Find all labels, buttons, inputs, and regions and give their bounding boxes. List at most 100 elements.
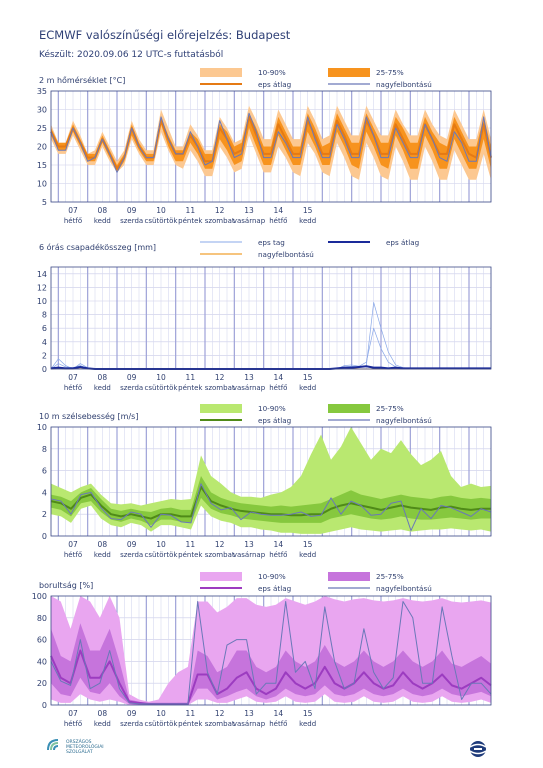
day-number-label: 09 [127, 206, 137, 215]
legend-label-inner: 25-75% [376, 68, 404, 77]
legend-label-inner: 25-75% [376, 572, 404, 581]
day-name-label: hétfő [64, 550, 82, 559]
y-tick-label: 100 [32, 592, 47, 601]
day-number-label: 14 [274, 373, 284, 382]
day-number-label: 08 [98, 373, 108, 382]
day-number-label: 09 [127, 373, 137, 382]
day-name-label: kedd [94, 720, 111, 728]
y-tick-label: 8 [42, 311, 47, 320]
plot-frame [50, 595, 492, 706]
day-number-label: 08 [98, 206, 108, 215]
day-name-label: kedd [299, 720, 316, 728]
day-name-label: hétfő [269, 719, 287, 728]
day-number-label: 13 [244, 540, 254, 549]
day-name-label: hétfő [269, 216, 287, 225]
legend-label-mean: eps átlag [258, 416, 291, 425]
panel-title: 6 órás csapadékösszeg [mm] [39, 242, 156, 252]
y-tick-label: 0 [42, 701, 47, 710]
plot-frame [50, 90, 492, 203]
legend-swatch-outer [200, 572, 242, 581]
series-hires [50, 483, 492, 532]
day-name-label: vasárnap [233, 384, 266, 392]
day-number-label: 11 [186, 709, 196, 718]
y-tick-label: 80 [37, 614, 47, 623]
y-tick-label: 35 [37, 87, 47, 96]
day-number-label: 11 [186, 373, 196, 382]
day-name-label: csütörtök [145, 217, 179, 225]
met-service-logo-icon [47, 739, 59, 751]
day-name-label: vasárnap [233, 720, 266, 728]
panel-title: 2 m hőmérséklet [°C] [39, 75, 125, 85]
day-name-label: hétfő [269, 550, 287, 559]
org-name: ORSZÁGOS METEOROLÓGIAI SZOLGÁLAT [66, 740, 126, 755]
y-tick-label: 12 [37, 283, 47, 292]
day-name-label: kedd [94, 551, 111, 559]
legend-label-mean: eps átlag [258, 80, 291, 89]
legend-label-inner: 25-75% [376, 404, 404, 413]
day-number-label: 15 [303, 709, 313, 718]
day-name-label: szombat [205, 217, 235, 225]
day-number-label: 14 [274, 206, 284, 215]
band-25-75 [51, 476, 491, 526]
y-tick-label: 6 [42, 324, 47, 333]
day-number-label: 14 [274, 709, 284, 718]
ecmwf-logo-icon [469, 741, 487, 757]
plot-frame [50, 426, 492, 537]
panel-title: 10 m szélsebesség [m/s] [39, 411, 138, 421]
day-name-label: csütörtök [145, 720, 179, 728]
day-number-label: 07 [68, 206, 78, 215]
day-number-label: 07 [68, 540, 78, 549]
day-name-label: hétfő [64, 383, 82, 392]
day-number-label: 11 [186, 206, 196, 215]
day-name-label: szerda [120, 551, 143, 559]
legend-label-hires: nagyfelbontású [376, 584, 432, 593]
y-tick-label: 40 [37, 657, 47, 666]
day-name-label: szerda [120, 384, 143, 392]
y-tick-label: 0 [42, 365, 47, 374]
y-tick-label: 20 [37, 143, 47, 152]
day-name-label: péntek [178, 551, 203, 559]
day-number-label: 13 [244, 206, 254, 215]
day-name-label: vasárnap [233, 217, 266, 225]
legend-label-mean: eps átlag [258, 584, 291, 593]
day-name-label: kedd [299, 217, 316, 225]
day-name-label: szombat [205, 720, 235, 728]
page-subtitle: Készült: 2020.09.06 12 UTC-s futtatásból [39, 50, 224, 60]
y-tick-label: 25 [37, 124, 47, 133]
series-hires [50, 600, 492, 705]
day-number-label: 10 [156, 206, 166, 215]
day-name-label: hétfő [64, 719, 82, 728]
day-number-label: 12 [215, 540, 225, 549]
day-number-label: 13 [244, 709, 254, 718]
panel-title: borultság [%] [39, 581, 93, 590]
org-line: ORSZÁGOS [66, 740, 92, 745]
day-name-label: péntek [178, 384, 203, 392]
day-number-label: 08 [98, 540, 108, 549]
y-tick-label: 14 [37, 270, 47, 279]
day-name-label: szombat [205, 551, 235, 559]
y-tick-label: 30 [37, 106, 47, 115]
legend-label-hires: nagyfelbontású [258, 250, 314, 259]
y-tick-label: 15 [37, 161, 47, 170]
legend-swatch-inner [328, 572, 370, 581]
y-tick-label: 10 [37, 180, 47, 189]
day-number-label: 08 [98, 709, 108, 718]
day-number-label: 10 [156, 373, 166, 382]
day-number-label: 12 [215, 709, 225, 718]
legend-swatch-outer [200, 404, 242, 413]
day-name-label: péntek [178, 217, 203, 225]
day-name-label: csütörtök [145, 384, 179, 392]
y-tick-label: 10 [37, 423, 47, 432]
y-tick-label: 60 [37, 636, 47, 645]
day-name-label: szombat [205, 384, 235, 392]
legend-label-outer: 10-90% [258, 68, 286, 77]
legend-label-mean: eps átlag [386, 238, 419, 247]
day-name-label: kedd [299, 551, 316, 559]
series-mean [50, 485, 491, 520]
y-tick-label: 10 [37, 297, 47, 306]
day-name-label: vasárnap [233, 551, 266, 559]
y-tick-label: 5 [42, 198, 47, 207]
day-name-label: szerda [120, 217, 143, 225]
org-line: SZOLGÁLAT [66, 750, 93, 755]
day-number-label: 12 [215, 373, 225, 382]
